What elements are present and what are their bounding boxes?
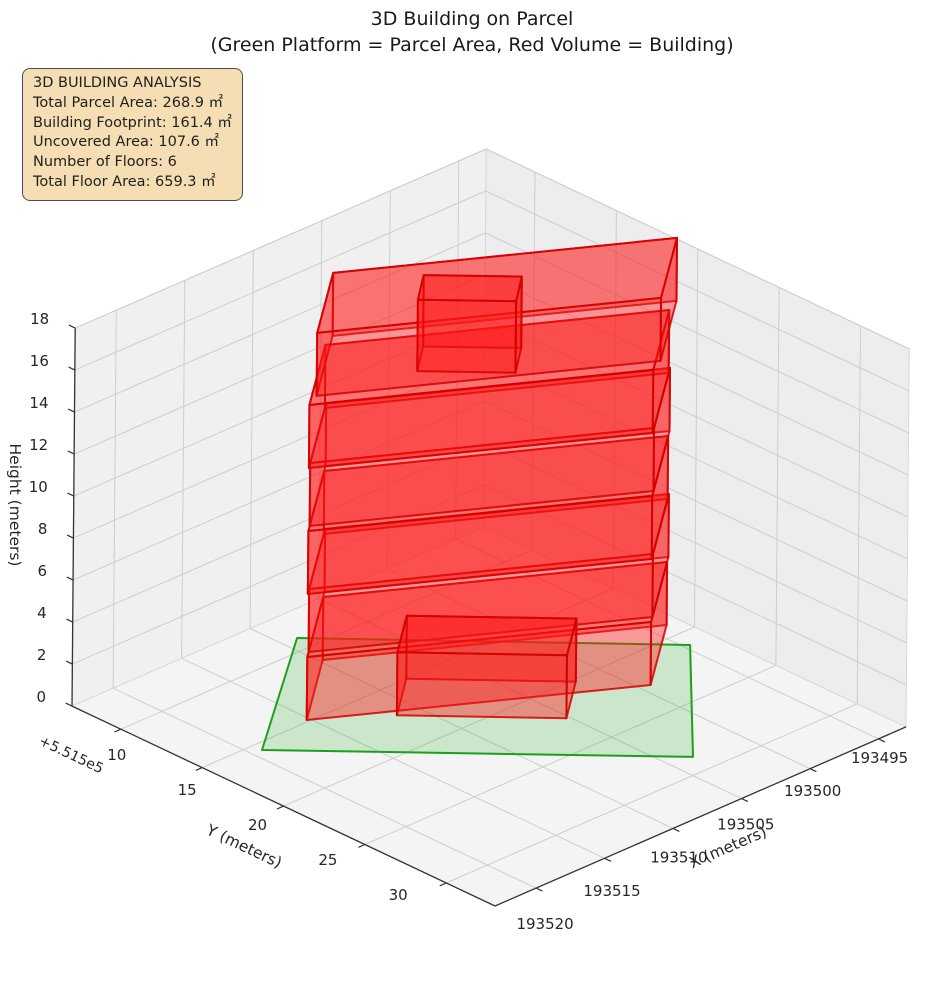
parcel-platform [261,637,694,758]
z-tick-label: 14 [29,394,48,412]
z-tick-label: 12 [29,436,48,454]
info-box-line: Uncovered Area: 107.6 ㎡ [33,134,220,151]
face-front [306,495,654,595]
y-tick-label: 20 [248,816,267,834]
info-box-heading: 3D BUILDING ANALYSIS [33,75,202,91]
tick-labels: 193495 193500 193505 193510 193515 193520 10 15… [29,310,909,933]
face-front [416,298,518,374]
z-tick-label: 2 [37,646,47,664]
face-front [305,621,653,721]
grid-lines [72,148,910,889]
x-tick-label: 193495 [851,749,908,767]
z-tick-label: 6 [38,562,48,580]
z-tick-label: 0 [36,688,46,706]
face-top [416,274,523,303]
axis-spines [71,328,907,907]
y-tick-label: 25 [318,851,337,869]
chart-title-block: 3D Building on Parcel (Green Platform = … [0,6,944,58]
building-floor-1 [305,561,669,721]
building-floor-5 [307,309,671,469]
info-box-line: Building Footprint: 161.4 ㎡ [33,114,232,131]
z-tick-label: 18 [30,310,49,328]
x-tick-label: 193515 [583,882,640,900]
z-tick-label: 4 [37,604,47,622]
y-axis-offset-text: +5.515e5 [36,733,106,777]
z-tick-label: 10 [29,478,48,496]
y-tick-label: 15 [178,781,197,799]
info-box-line: Total Parcel Area: 268.9 ㎡ [33,94,224,111]
analysis-info-box: 3D BUILDING ANALYSIS Total Parcel Area: … [22,68,243,201]
info-box-line: Total Floor Area: 659.3 ㎡ [33,173,216,190]
x-tick-label: 193520 [516,915,573,933]
info-box-line: Number of Floors: 6 [33,154,177,171]
z-tick-label: 16 [30,352,49,370]
chart-subtitle: (Green Platform = Parcel Area, Red Volum… [210,34,734,56]
building-rooftop [416,274,523,374]
x-tick-label: 193500 [784,782,841,800]
chart-title: 3D Building on Parcel [370,8,574,30]
face-front [395,651,568,720]
z-tick-label: 8 [38,520,48,538]
y-tick-label: 10 [107,746,126,764]
face-top [396,614,578,657]
face-front [307,369,655,469]
z-axis-label: Height (meters) [6,444,24,567]
y-tick-label: 30 [389,886,408,904]
y-axis-label: Y (meters) [203,821,285,872]
parcel-polygon [261,637,694,758]
x-tick-label: 193510 [650,849,707,867]
x-tick-label: 193505 [717,815,774,833]
building-front-annex [395,614,578,720]
